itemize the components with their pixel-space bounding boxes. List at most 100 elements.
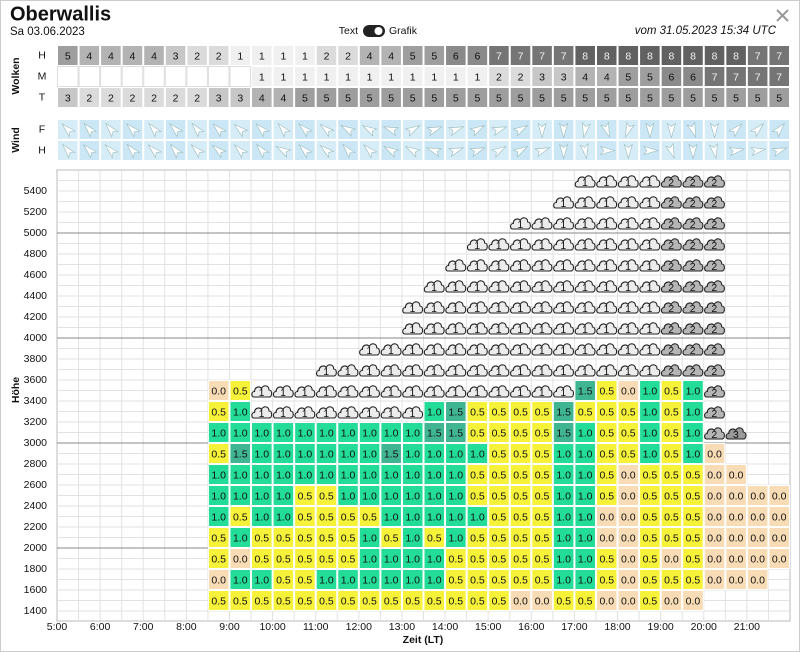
cloud-octas: 1: [388, 345, 394, 357]
cloud-octas: 1: [453, 303, 459, 315]
thermal-cell: [746, 569, 769, 590]
cloud-octas: 1: [366, 387, 372, 399]
cloud-octas: 1: [604, 366, 610, 378]
cloud: 1: [445, 301, 467, 315]
cloud-octas: 1: [582, 240, 588, 252]
toggle-text[interactable]: Text: [339, 25, 358, 37]
thermal-cell: [229, 569, 252, 590]
cloud-octas: 1: [647, 303, 653, 315]
cloud-icon: [660, 322, 682, 335]
thermal-value: 0.0: [750, 490, 765, 502]
thermal-value: 0.0: [729, 469, 744, 481]
cloud-value: 5: [65, 50, 71, 62]
empty-cell: [57, 66, 79, 87]
cloud-icon: [531, 343, 553, 356]
thermal-cell: [337, 485, 359, 506]
thermal-value: 1.0: [578, 553, 593, 565]
cloud-value: 5: [474, 92, 480, 104]
thermal-value: 1.0: [470, 511, 485, 523]
thermal-value: 1.0: [233, 490, 248, 502]
thermal-value: 0.5: [384, 532, 399, 544]
cloud-octas: 1: [366, 366, 372, 378]
thermal-cell: [315, 548, 338, 569]
cloud-value: 5: [302, 92, 308, 104]
cloud-icon: [445, 322, 467, 335]
cloud-icon: [574, 343, 596, 356]
cloud-cell: [121, 45, 144, 66]
thermal-value: 0.5: [535, 427, 550, 439]
thermal-cell: [552, 548, 575, 569]
wind-arrow: [512, 124, 529, 137]
cloud-value: 5: [410, 92, 416, 104]
cloud-octas: 1: [539, 219, 545, 231]
thermal-value: 1.5: [427, 427, 442, 439]
cloud-cell: [207, 45, 230, 66]
thermal-cell: [574, 485, 596, 506]
cloud-octas: 1: [453, 282, 459, 294]
cloud-octas: 1: [474, 261, 480, 273]
cloud-icon: [272, 406, 294, 419]
cloud-octas: 1: [539, 324, 545, 336]
thermal-value: 0.5: [513, 490, 528, 502]
x-tick-label: 9:00: [219, 621, 240, 633]
cloud: 1: [510, 259, 531, 273]
cloud-icon: [359, 385, 380, 398]
cloud-octas: 1: [604, 219, 610, 231]
thermal-cell: [746, 527, 769, 548]
cloud-cell: [660, 66, 683, 87]
cloud-value: 4: [367, 50, 373, 62]
cloud: 1: [617, 175, 639, 189]
cloud: 1: [380, 364, 402, 378]
thermal-value: 0.5: [405, 595, 420, 607]
cloud-icon: [510, 217, 531, 230]
empty-cell: [207, 66, 230, 87]
thermal-value: 1.0: [578, 448, 593, 460]
cloud-icon: [639, 238, 661, 251]
toggle-grafik[interactable]: Grafik: [389, 25, 418, 37]
cloud-value: 1: [345, 71, 351, 83]
cloud-value: 2: [108, 92, 114, 104]
cloud: 2: [682, 175, 704, 189]
thermal-value: 1.0: [405, 553, 420, 565]
thermal-value: 0.5: [492, 469, 507, 481]
thermal-value: 0.5: [427, 532, 442, 544]
cloud-icon: [531, 259, 553, 272]
thermal-value: 1.0: [341, 574, 356, 586]
cloud-value: 3: [539, 71, 545, 83]
thermal-value: 0.0: [772, 511, 787, 523]
cloud-octas: 1: [345, 387, 351, 399]
thermal-value: 0.5: [599, 553, 614, 565]
cloud-octas: 1: [474, 240, 480, 252]
thermal-value: 1.5: [384, 448, 399, 460]
cloud-cell: [703, 66, 726, 87]
cloud-icon: [574, 301, 596, 314]
thermal-cell: [682, 506, 704, 527]
thermal-cell: [401, 548, 424, 569]
cloud-octas: 1: [453, 345, 459, 357]
y-tick-label: 3000: [24, 437, 48, 449]
x-tick-label: 16:00: [518, 621, 544, 633]
cloud-octas: 1: [345, 408, 351, 420]
thermal-cell: [294, 590, 316, 611]
cloud-octas: 1: [539, 261, 545, 273]
cloud-octas: 1: [604, 261, 610, 273]
thermal-value: 0.5: [233, 385, 248, 397]
x-tick-label: 12:00: [346, 621, 372, 633]
thermal-value: 0.0: [707, 511, 722, 523]
wind-arrow: [426, 126, 443, 137]
thermal-cell: [725, 485, 747, 506]
thermal-cell: [682, 527, 704, 548]
thermal-value: 0.5: [211, 406, 226, 418]
cloud: 1: [466, 385, 488, 399]
close-button[interactable]: [776, 9, 789, 22]
thermal-cell: [574, 401, 596, 422]
x-tick-label: 18:00: [604, 621, 630, 633]
thermal-value: 0.0: [707, 553, 722, 565]
cloud-icon: [445, 280, 467, 293]
thermal-cell: [617, 569, 640, 590]
cloud-octas: 1: [388, 408, 394, 420]
thermal-cell: [617, 527, 640, 548]
cloud: 1: [531, 322, 553, 336]
thermal-cell: [660, 464, 683, 485]
thermal-value: 0.5: [621, 427, 636, 439]
